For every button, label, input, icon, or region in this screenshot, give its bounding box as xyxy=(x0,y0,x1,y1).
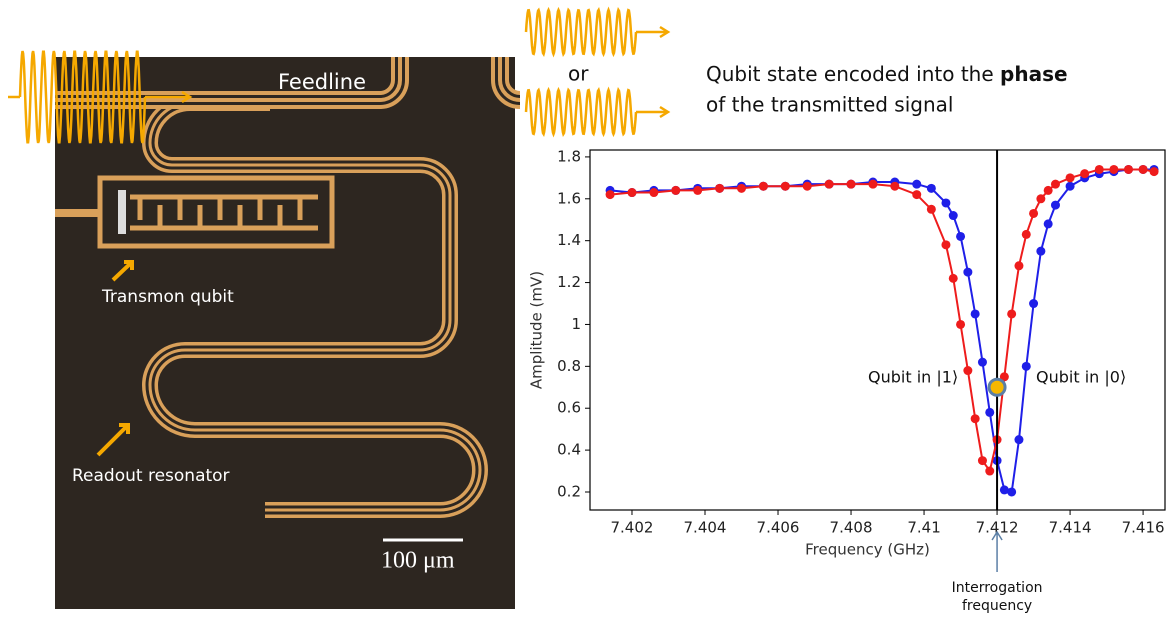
plot-frame xyxy=(590,150,1165,510)
data-point xyxy=(1095,165,1104,174)
y-tick-label: 1 xyxy=(571,315,581,333)
series-line xyxy=(610,170,1154,493)
data-point xyxy=(1051,180,1060,189)
data-point xyxy=(1124,165,1133,174)
data-point xyxy=(781,182,790,191)
y-tick-label: 1.4 xyxy=(557,231,581,249)
x-tick-label: 7.414 xyxy=(1049,519,1092,537)
data-point xyxy=(985,467,994,476)
data-point xyxy=(985,408,994,417)
data-point xyxy=(1150,167,1159,176)
data-point xyxy=(927,205,936,214)
data-point xyxy=(1044,219,1053,228)
data-point xyxy=(927,184,936,193)
data-point xyxy=(890,182,899,191)
annotation: Qubit in |0⟩ xyxy=(1036,368,1126,387)
caption-line-1: Qubit state encoded into the phase xyxy=(706,62,1068,86)
data-point xyxy=(759,182,768,191)
data-point xyxy=(693,186,702,195)
feedline-label: Feedline xyxy=(278,70,366,94)
data-point xyxy=(649,188,658,197)
data-point xyxy=(941,198,950,207)
y-tick-label: 1.8 xyxy=(557,147,581,165)
page: Feedline Transmon qubit Readout resonato… xyxy=(0,0,1167,623)
data-point xyxy=(1139,165,1148,174)
data-point xyxy=(1109,165,1118,174)
data-point xyxy=(941,240,950,249)
annotation: Qubit in |1⟩ xyxy=(868,368,958,387)
interrogation-arrow xyxy=(992,532,1002,572)
x-tick-label: 7.408 xyxy=(830,519,873,537)
data-point xyxy=(606,190,615,199)
data-point xyxy=(949,274,958,283)
data-point xyxy=(1007,487,1016,496)
wave xyxy=(526,90,668,134)
data-point xyxy=(868,180,877,189)
scale-label: 100 μm xyxy=(381,548,455,574)
data-point xyxy=(825,180,834,189)
data-point xyxy=(1022,362,1031,371)
y-tick-label: 0.4 xyxy=(557,441,581,459)
data-point xyxy=(1066,173,1075,182)
data-point xyxy=(671,186,680,195)
data-point xyxy=(847,180,856,189)
data-point xyxy=(1007,309,1016,318)
data-point xyxy=(1014,261,1023,270)
data-point xyxy=(803,182,812,191)
wave xyxy=(526,10,668,54)
data-point xyxy=(956,320,965,329)
data-point xyxy=(627,188,636,197)
data-point xyxy=(971,414,980,423)
y-tick-label: 0.6 xyxy=(557,399,581,417)
data-point xyxy=(949,211,958,220)
caption-bold: phase xyxy=(1000,62,1068,86)
y-tick-label: 1.2 xyxy=(557,273,581,291)
operating-point xyxy=(989,379,1005,395)
data-point xyxy=(978,456,987,465)
data-point xyxy=(963,366,972,375)
qubit-label: Transmon qubit xyxy=(101,287,234,307)
y-axis-label: Amplitude (mV) xyxy=(528,271,546,389)
x-tick-label: 7.404 xyxy=(684,519,727,537)
or-label: or xyxy=(568,62,589,86)
data-point xyxy=(971,309,980,318)
data-point xyxy=(1014,435,1023,444)
x-tick-label: 7.402 xyxy=(611,519,654,537)
data-point xyxy=(1051,201,1060,210)
caption-line-2: of the transmitted signal xyxy=(706,93,953,117)
series-line xyxy=(610,170,1154,472)
x-tick-label: 7.41 xyxy=(907,519,940,537)
figure: Feedline Transmon qubit Readout resonato… xyxy=(0,0,1167,619)
data-point xyxy=(1044,186,1053,195)
interrogation-label: Interrogation xyxy=(952,580,1043,596)
data-point xyxy=(912,180,921,189)
data-point xyxy=(1036,194,1045,203)
data-point xyxy=(1066,182,1075,191)
data-point xyxy=(912,190,921,199)
x-axis-label: Frequency (GHz) xyxy=(805,541,930,559)
data-point xyxy=(1036,247,1045,256)
data-point xyxy=(1029,209,1038,218)
x-tick-label: 7.406 xyxy=(757,519,800,537)
x-tick-label: 7.416 xyxy=(1122,519,1165,537)
interrogation-label: frequency xyxy=(962,598,1032,614)
caption-text: Qubit state encoded into the xyxy=(706,62,994,86)
data-point xyxy=(963,268,972,277)
data-point xyxy=(715,184,724,193)
resonator-label: Readout resonator xyxy=(72,466,230,486)
y-tick-label: 1.6 xyxy=(557,189,581,207)
data-point xyxy=(1080,169,1089,178)
data-point xyxy=(956,232,965,241)
y-tick-label: 0.2 xyxy=(557,482,581,500)
micrograph: Feedline Transmon qubit Readout resonato… xyxy=(55,57,520,609)
y-tick-label: 0.8 xyxy=(557,357,581,375)
data-point xyxy=(737,184,746,193)
data-point xyxy=(1029,299,1038,308)
data-point xyxy=(1022,230,1031,239)
data-point xyxy=(978,358,987,367)
